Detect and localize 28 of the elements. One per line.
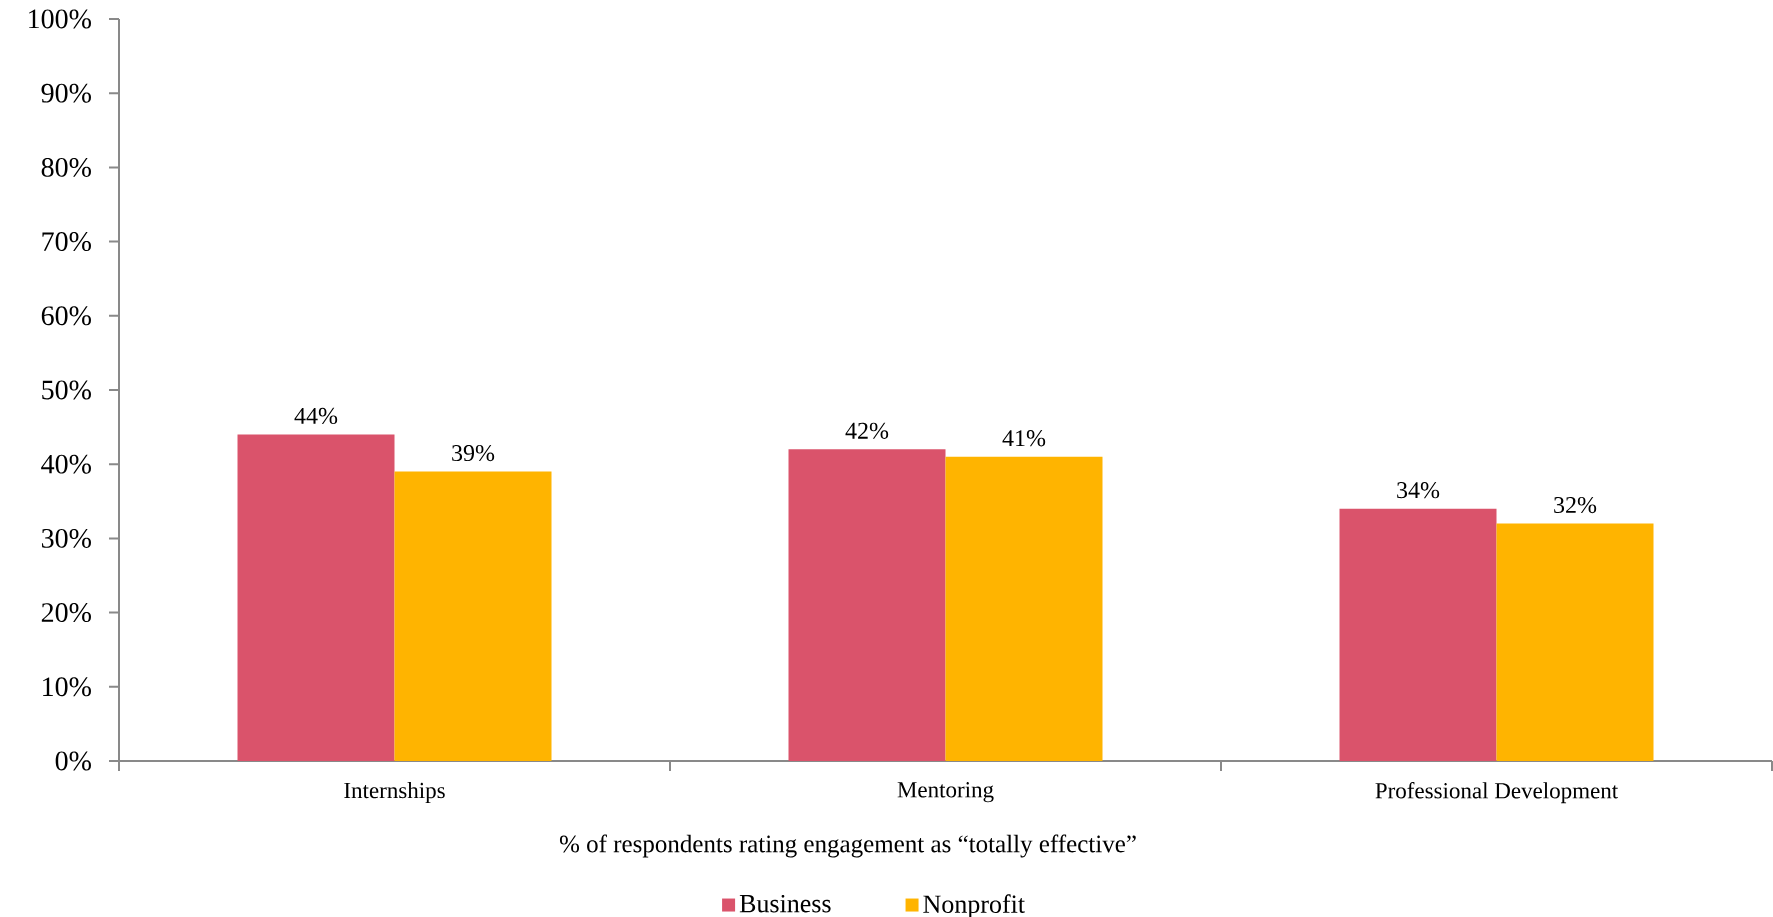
- y-tick-label: 40%: [41, 454, 91, 474]
- data-label: 32%: [1554, 496, 1597, 514]
- data-label: 44%: [294, 407, 338, 425]
- y-tick-label: 60%: [41, 306, 91, 326]
- y-tick-label: 30%: [41, 528, 91, 548]
- data-label: 42%: [845, 422, 889, 439]
- y-tick-label: 70%: [42, 232, 91, 252]
- y-tick-label: 0%: [55, 751, 91, 771]
- y-tick-label: 80%: [41, 157, 91, 177]
- bar: [788, 449, 946, 761]
- x-tick-label: Mentoring: [897, 782, 994, 803]
- y-tick-label: 90%: [41, 83, 91, 103]
- legend-label: Business: [739, 894, 831, 913]
- bar: [1339, 508, 1497, 761]
- y-tick-label: 50%: [42, 380, 91, 400]
- y-tick-label: 10%: [43, 677, 91, 697]
- bar: [394, 471, 552, 761]
- y-tick-label: 20%: [41, 603, 91, 623]
- data-label: 39%: [452, 444, 495, 462]
- x-axis-title: % of respondents rating engagement as “totally effective”: [559, 834, 1136, 858]
- data-label: 41%: [1002, 430, 1046, 447]
- bar: [237, 434, 395, 761]
- bar: [1496, 523, 1654, 761]
- y-tick-label: 100%: [29, 9, 91, 29]
- x-tick-label: Internships: [344, 782, 445, 803]
- x-tick-label: Professional Development: [1375, 782, 1619, 804]
- bar: [945, 456, 1103, 761]
- data-label: 34%: [1397, 482, 1440, 499]
